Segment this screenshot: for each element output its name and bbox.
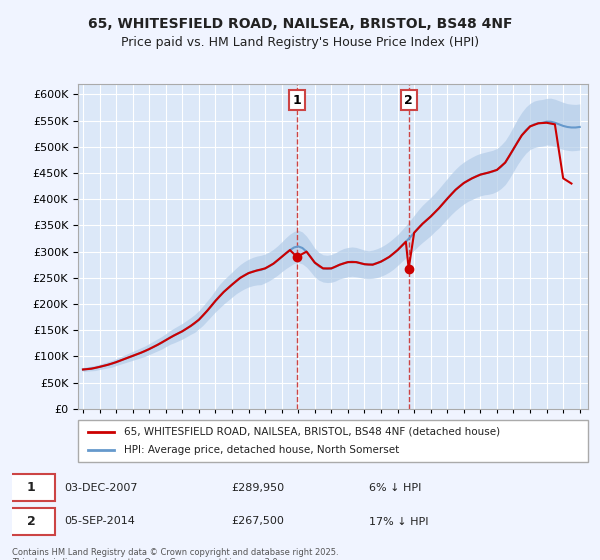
Text: 05-SEP-2014: 05-SEP-2014 <box>64 516 135 526</box>
Text: 65, WHITESFIELD ROAD, NAILSEA, BRISTOL, BS48 4NF (detached house): 65, WHITESFIELD ROAD, NAILSEA, BRISTOL, … <box>124 427 500 437</box>
Text: Price paid vs. HM Land Registry's House Price Index (HPI): Price paid vs. HM Land Registry's House … <box>121 36 479 49</box>
Text: 6% ↓ HPI: 6% ↓ HPI <box>369 483 421 493</box>
FancyBboxPatch shape <box>78 420 588 462</box>
Text: 1: 1 <box>293 94 301 107</box>
Text: 2: 2 <box>26 515 35 528</box>
Text: 1: 1 <box>26 482 35 494</box>
Text: 2: 2 <box>404 94 413 107</box>
Text: £267,500: £267,500 <box>231 516 284 526</box>
Text: HPI: Average price, detached house, North Somerset: HPI: Average price, detached house, Nort… <box>124 445 399 455</box>
Text: 17% ↓ HPI: 17% ↓ HPI <box>369 516 428 526</box>
FancyBboxPatch shape <box>6 474 55 501</box>
Text: £289,950: £289,950 <box>231 483 284 493</box>
Text: 65, WHITESFIELD ROAD, NAILSEA, BRISTOL, BS48 4NF: 65, WHITESFIELD ROAD, NAILSEA, BRISTOL, … <box>88 17 512 31</box>
Text: 03-DEC-2007: 03-DEC-2007 <box>64 483 137 493</box>
FancyBboxPatch shape <box>6 508 55 535</box>
Text: Contains HM Land Registry data © Crown copyright and database right 2025.
This d: Contains HM Land Registry data © Crown c… <box>12 548 338 560</box>
